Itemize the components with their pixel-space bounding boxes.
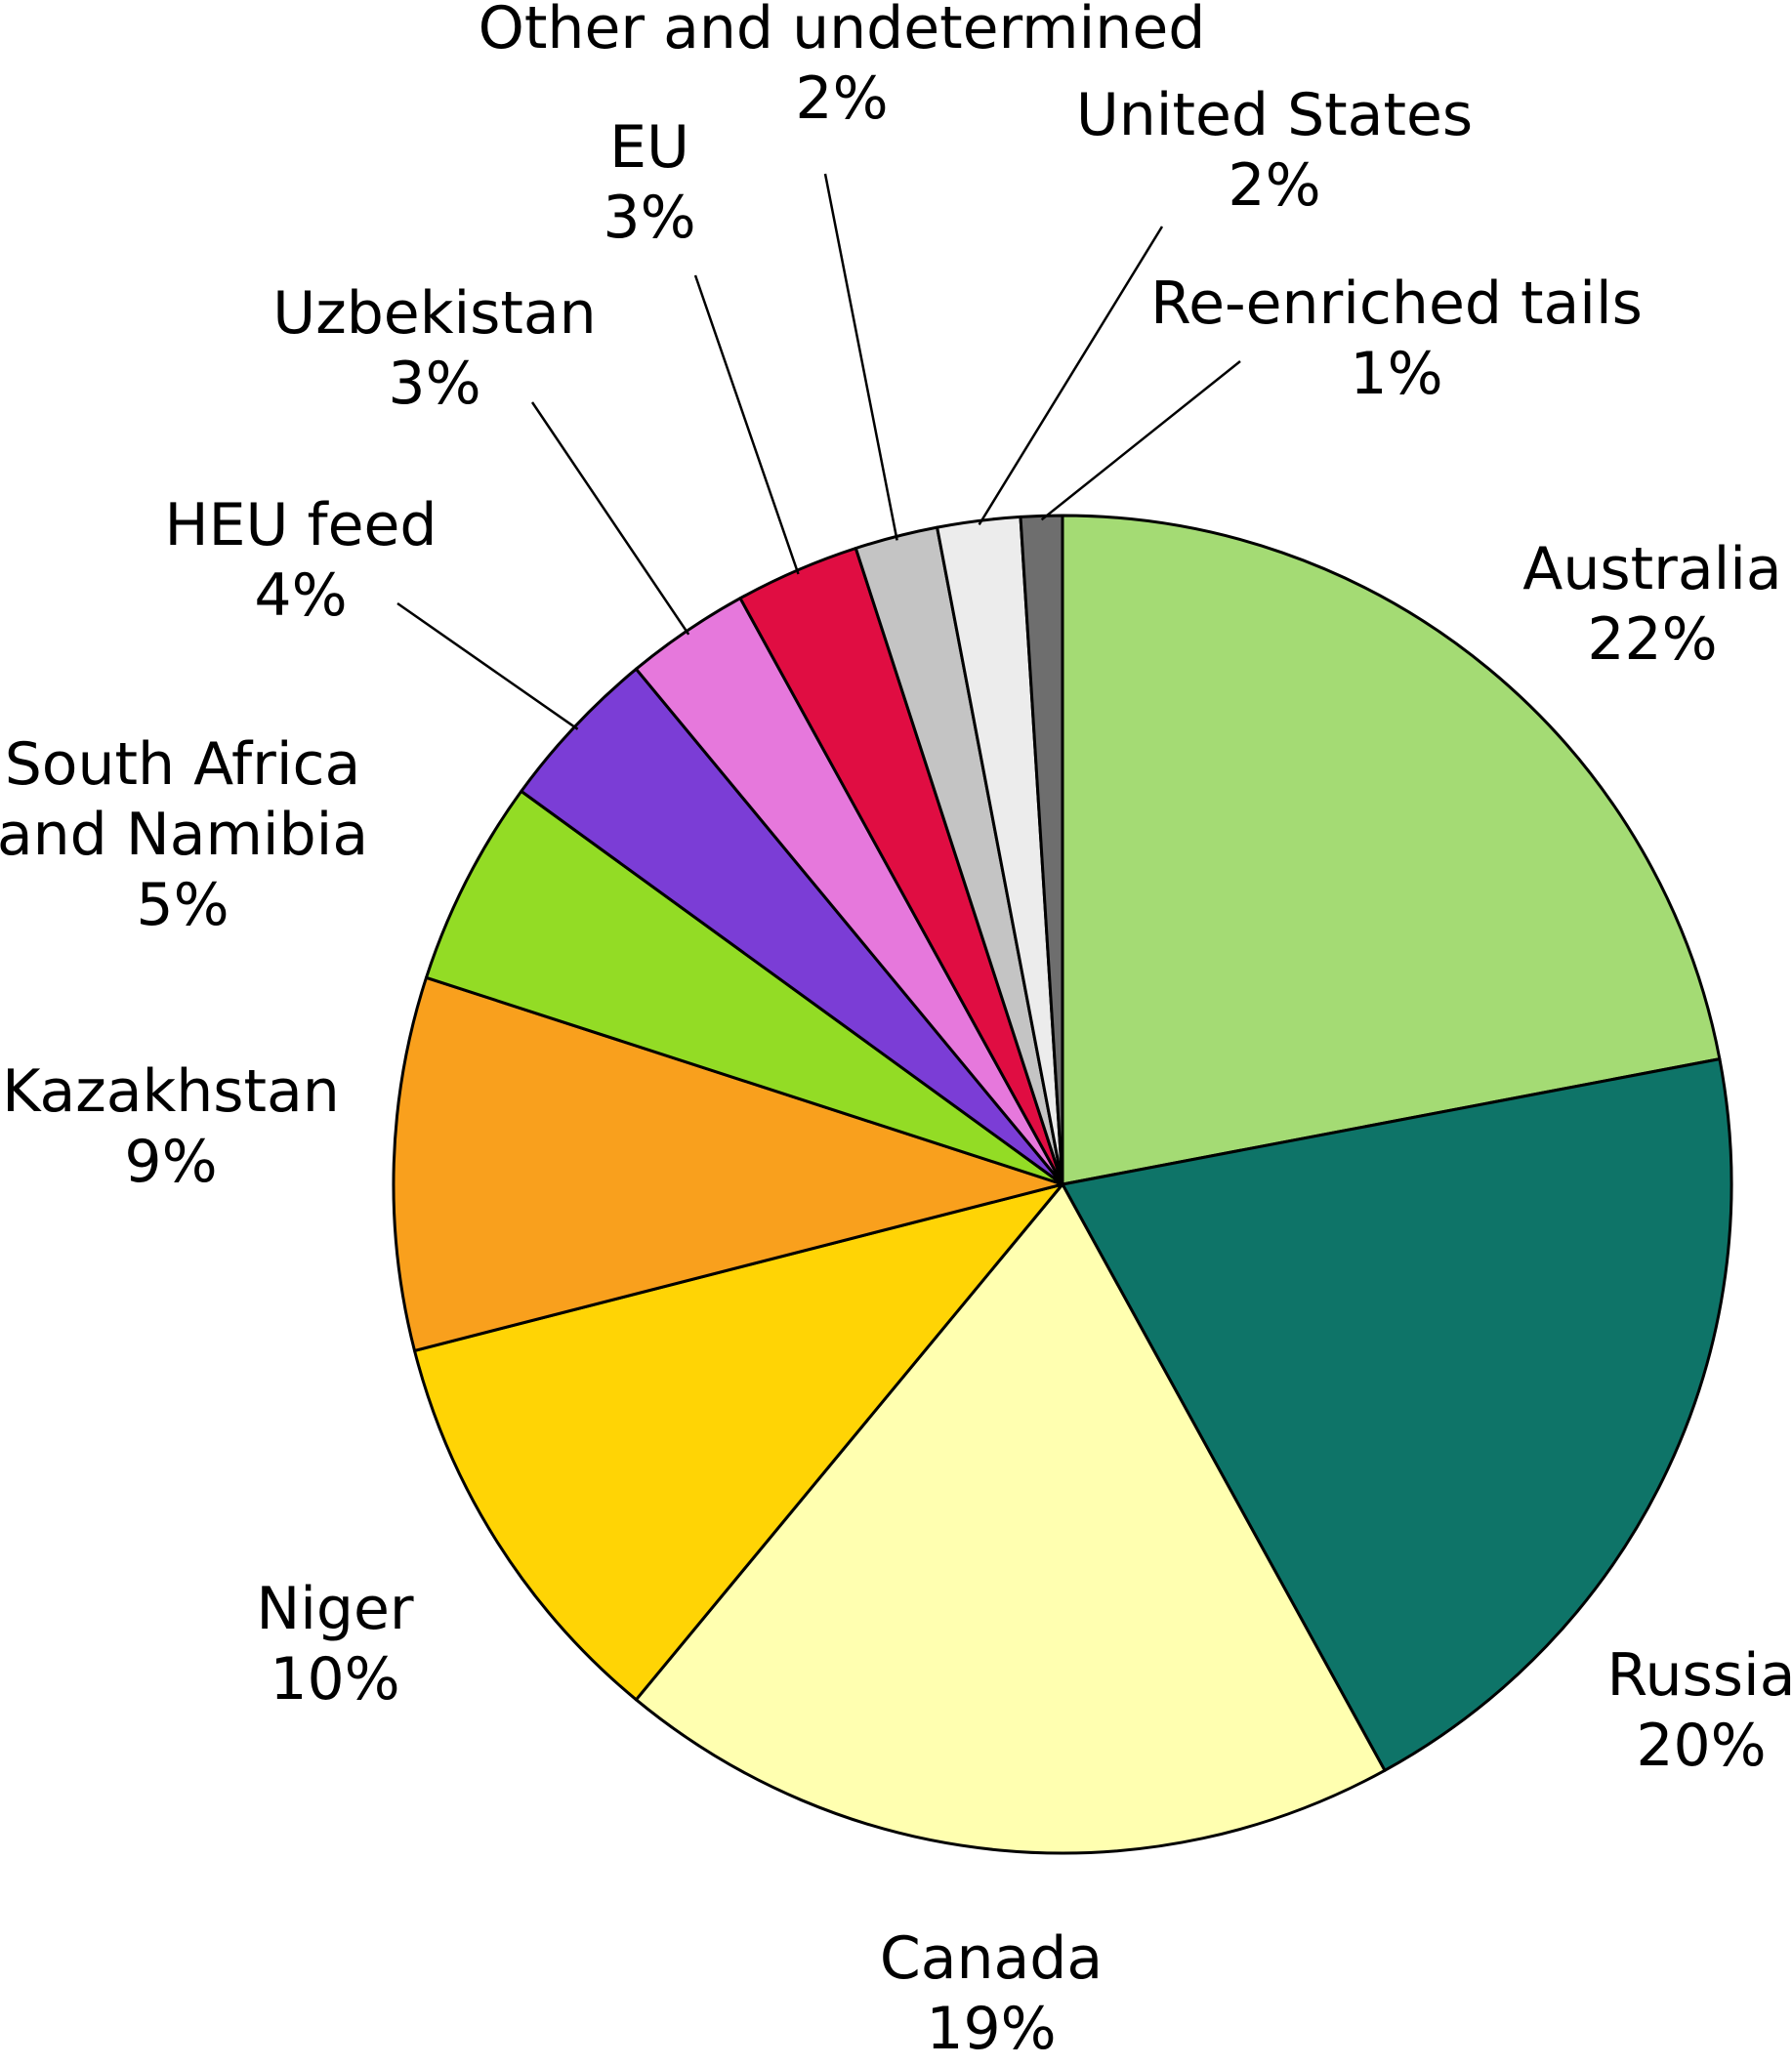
leader-line-uzbekistan <box>530 401 690 636</box>
pie-slice-russia <box>1061 1057 1733 1772</box>
leader-line-united-states <box>978 226 1164 526</box>
leader-line-re-enriched-tails <box>1040 360 1241 521</box>
leader-line-heu-feed <box>396 601 579 730</box>
leader-line-other-and-undetermined <box>823 173 898 541</box>
leader-line-eu <box>693 274 800 575</box>
pie-slice-canada <box>634 1182 1387 1855</box>
pie-slice-niger <box>413 1182 1064 1702</box>
pie-slice-re-enriched-tails <box>1019 514 1064 1186</box>
pie-slice-australia <box>1061 514 1722 1186</box>
pie-slice-kazakhstan <box>392 975 1064 1352</box>
pie-slice-south-africa-and-namibia <box>425 789 1064 1186</box>
